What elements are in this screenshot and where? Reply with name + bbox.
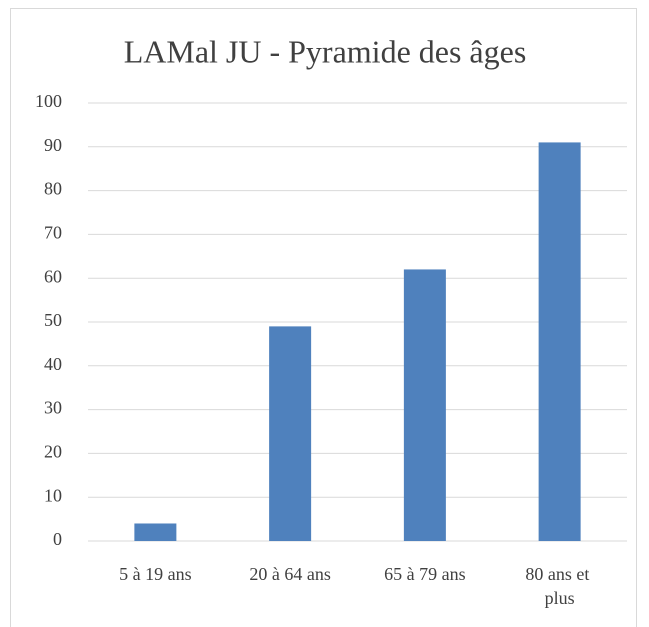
chart-frame bbox=[10, 8, 637, 627]
y-tick-label: 20 bbox=[44, 442, 62, 462]
y-tick-label: 40 bbox=[44, 354, 62, 374]
y-tick-label: 90 bbox=[44, 135, 62, 155]
y-tick-label: 70 bbox=[44, 223, 62, 243]
chart-title: LAMal JU - Pyramide des âges bbox=[124, 33, 527, 69]
y-tick-label: 60 bbox=[44, 266, 62, 286]
y-tick-label: 100 bbox=[35, 91, 62, 111]
bar bbox=[269, 326, 312, 541]
bar bbox=[403, 269, 446, 541]
x-tick-label: 5 à 19 ans bbox=[119, 564, 191, 584]
bar bbox=[538, 142, 581, 542]
y-tick-label: 10 bbox=[44, 485, 62, 505]
y-tick-label: 50 bbox=[44, 310, 62, 330]
bar bbox=[134, 523, 177, 541]
x-tick-label: 65 à 79 ans bbox=[384, 564, 465, 584]
x-tick-label: 20 à 64 ans bbox=[249, 564, 330, 584]
y-tick-label: 30 bbox=[44, 398, 62, 418]
y-tick-label: 0 bbox=[53, 529, 62, 549]
x-tick-label: 80 ans et plus bbox=[525, 564, 593, 608]
y-tick-label: 80 bbox=[44, 179, 62, 199]
